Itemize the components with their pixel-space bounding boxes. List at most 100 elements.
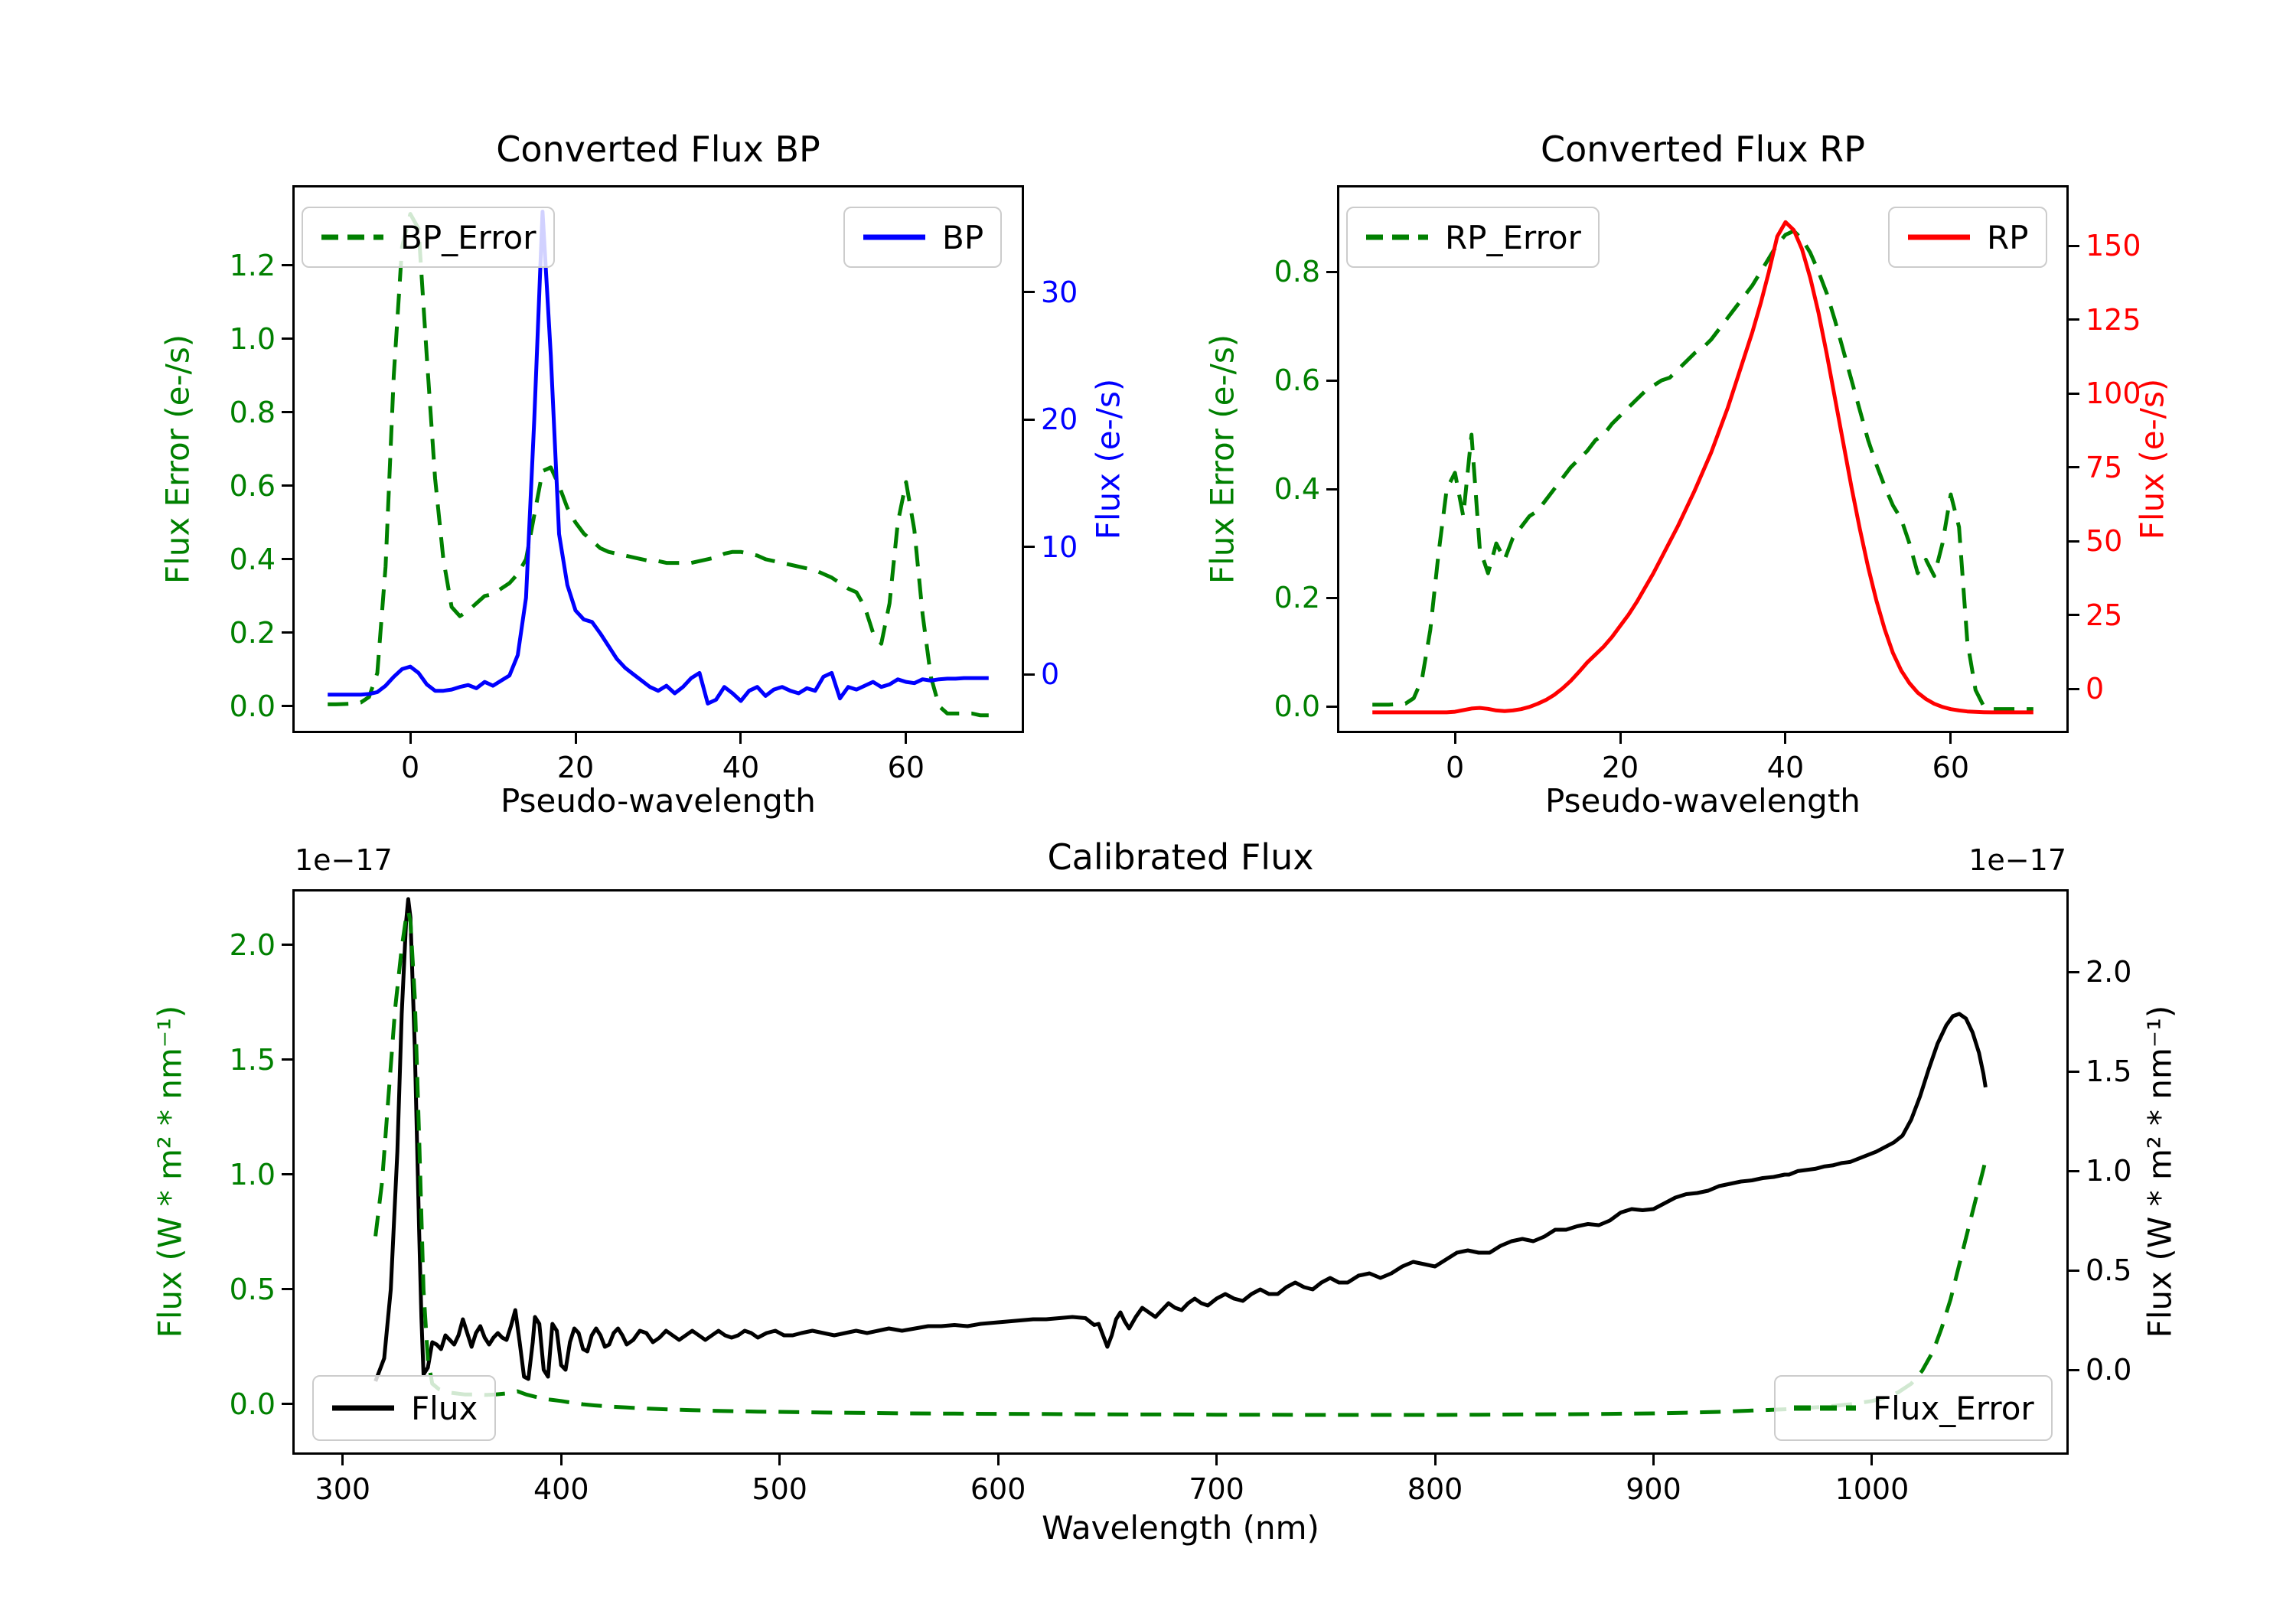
rp-title: Converted Flux RP — [1541, 129, 1865, 170]
bp-series-bp_error-line — [328, 212, 989, 718]
bp-xlabel: Pseudo-wavelength — [501, 782, 816, 820]
rp-x-tick-label-1: 20 — [1601, 751, 1639, 784]
bp-left-tick-4 — [282, 411, 292, 414]
cal-title: Calibrated Flux — [1047, 836, 1314, 878]
cal-x-tick-7 — [1870, 1455, 1874, 1465]
rp-right-tick-4 — [2069, 392, 2079, 395]
cal-x-tick-1 — [559, 1455, 563, 1465]
cal-series-flux_error-line — [373, 909, 1988, 1417]
cal-error-legend-label: Flux_Error — [1873, 1389, 2034, 1427]
cal-error-legend-line-icon — [1794, 1405, 1856, 1411]
rp-x-tick-label-0: 0 — [1446, 751, 1465, 784]
rp-left-tick-label-2: 0.4 — [1274, 472, 1320, 507]
bp-right-tick-label-2: 20 — [1041, 403, 1078, 437]
bp-error-legend-label: BP_Error — [400, 218, 536, 256]
bp-error-legend: BP_Error — [302, 207, 555, 268]
bp-x-tick-label-2: 40 — [722, 751, 760, 784]
cal-plot-area — [373, 897, 1988, 1417]
cal-left-tick-4 — [282, 944, 292, 947]
bp-left-tick-label-5: 1.0 — [229, 321, 276, 356]
bp-right-tick-2 — [1024, 418, 1035, 421]
bp-x-tick-label-0: 0 — [401, 751, 420, 784]
cal-x-tick-0 — [341, 1455, 344, 1465]
cal-x-tick-label-6: 900 — [1626, 1472, 1681, 1506]
rp-left-tick-4 — [1326, 270, 1337, 273]
rp-left-tick-label-0: 0.0 — [1274, 689, 1320, 724]
bp-right-tick-label-1: 10 — [1041, 530, 1078, 564]
rp-error-legend: RP_Error — [1346, 207, 1600, 268]
cal-right-tick-1 — [2069, 1269, 2079, 1272]
rp-error-legend-label: RP_Error — [1445, 218, 1581, 256]
bp-left-tick-label-1: 0.2 — [229, 615, 276, 650]
rp-right-tick-3 — [2069, 466, 2079, 469]
cal-left-tick-label-2: 1.0 — [229, 1157, 276, 1191]
cal-x-tick-label-5: 800 — [1407, 1472, 1463, 1506]
rp-flux-legend-label: RP — [1987, 218, 2029, 256]
bp-left-tick-1 — [282, 631, 292, 634]
cal-left-tick-3 — [282, 1058, 292, 1061]
cal-x-tick-5 — [1433, 1455, 1437, 1465]
rp-xlabel: Pseudo-wavelength — [1545, 782, 1861, 820]
rp-right-tick-label-2: 50 — [2086, 524, 2123, 559]
bp-left-tick-6 — [282, 264, 292, 267]
cal-x-tick-4 — [1215, 1455, 1218, 1465]
cal-xlabel: Wavelength (nm) — [1042, 1509, 1319, 1547]
rp-left-tick-2 — [1326, 487, 1337, 491]
rp-right-tick-6 — [2069, 244, 2079, 247]
cal-left-tick-label-4: 2.0 — [229, 927, 276, 962]
rp-left-tick-label-3: 0.6 — [1274, 363, 1320, 398]
cal-left-tick-label-1: 0.5 — [229, 1272, 276, 1306]
bp-right-tick-label-0: 0 — [1041, 657, 1060, 692]
bp-flux-legend: BP — [843, 207, 1003, 268]
bp-left-tick-label-0: 0.0 — [229, 689, 276, 723]
cal-flux-legend-label: Flux — [411, 1389, 478, 1427]
cal-x-tick-3 — [996, 1455, 1000, 1465]
rp-flux-legend-line-icon — [1908, 234, 1970, 240]
bp-right-tick-0 — [1024, 673, 1035, 676]
rp-plot-area — [1372, 220, 2033, 715]
cal-right-offset-text: 1e−17 — [1968, 843, 2066, 877]
cal-left-tick-0 — [282, 1403, 292, 1406]
bp-left-tick-2 — [282, 558, 292, 561]
cal-right-tick-label-1: 0.5 — [2086, 1253, 2132, 1288]
rp-left-tick-label-4: 0.8 — [1274, 255, 1320, 289]
rp-left-tick-0 — [1326, 705, 1337, 708]
bp-x-tick-label-3: 60 — [887, 751, 925, 784]
cal-x-tick-6 — [1652, 1455, 1655, 1465]
bp-left-tick-0 — [282, 705, 292, 708]
bp-error-legend-line-icon — [321, 234, 383, 240]
rp-right-tick-label-3: 75 — [2086, 450, 2123, 484]
rp-x-tick-1 — [1619, 733, 1622, 744]
rp-x-tick-label-3: 60 — [1932, 751, 1970, 784]
rp-left-tick-label-1: 0.2 — [1274, 581, 1320, 615]
bp-x-tick-label-1: 20 — [556, 751, 595, 784]
rp-left-tick-1 — [1326, 596, 1337, 599]
rp-right-tick-label-1: 25 — [2086, 598, 2123, 632]
bp-flux-legend-label: BP — [942, 218, 984, 256]
bp-title: Converted Flux BP — [496, 129, 820, 170]
bp-left-tick-label-2: 0.4 — [229, 542, 276, 576]
cal-x-tick-label-1: 400 — [533, 1472, 589, 1506]
cal-left-tick-label-0: 0.0 — [229, 1387, 276, 1421]
cal-x-tick-label-7: 1000 — [1835, 1472, 1910, 1506]
rp-right-tick-2 — [2069, 539, 2079, 543]
cal-x-tick-label-0: 300 — [315, 1472, 371, 1506]
cal-left-tick-2 — [282, 1173, 292, 1176]
bp-x-tick-2 — [739, 733, 742, 744]
cal-right-tick-label-2: 1.0 — [2086, 1154, 2132, 1188]
cal-flux-legend-line-icon — [332, 1405, 394, 1411]
cal-x-tick-label-3: 600 — [970, 1472, 1026, 1506]
bp-left-tick-5 — [282, 337, 292, 341]
rp-right-tick-label-4: 100 — [2086, 376, 2141, 411]
rp-right-tick-5 — [2069, 318, 2079, 321]
rp-x-tick-label-2: 40 — [1766, 751, 1805, 784]
rp-flux-legend: RP — [1888, 207, 2047, 268]
bp-right-tick-label-3: 30 — [1041, 275, 1078, 309]
cal-x-tick-2 — [778, 1455, 781, 1465]
cal-error-legend: Flux_Error — [1774, 1375, 2053, 1441]
cal-flux-legend: Flux — [312, 1375, 497, 1441]
rp-right-tick-0 — [2069, 687, 2079, 690]
rp-x-tick-0 — [1453, 733, 1456, 744]
cal-right-tick-0 — [2069, 1368, 2079, 1371]
